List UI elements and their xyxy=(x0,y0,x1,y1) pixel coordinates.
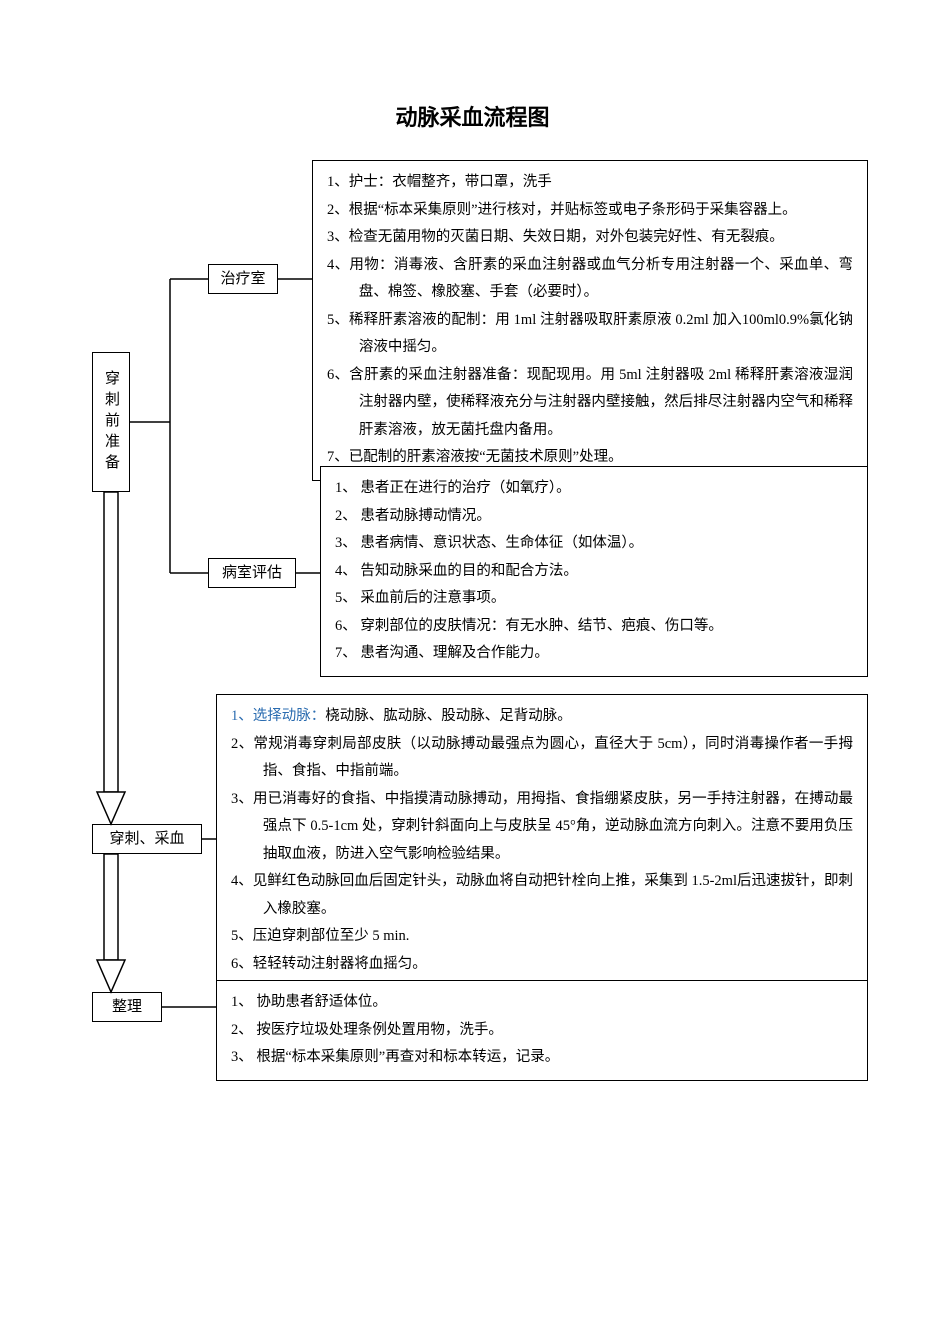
connectors xyxy=(0,0,945,1337)
